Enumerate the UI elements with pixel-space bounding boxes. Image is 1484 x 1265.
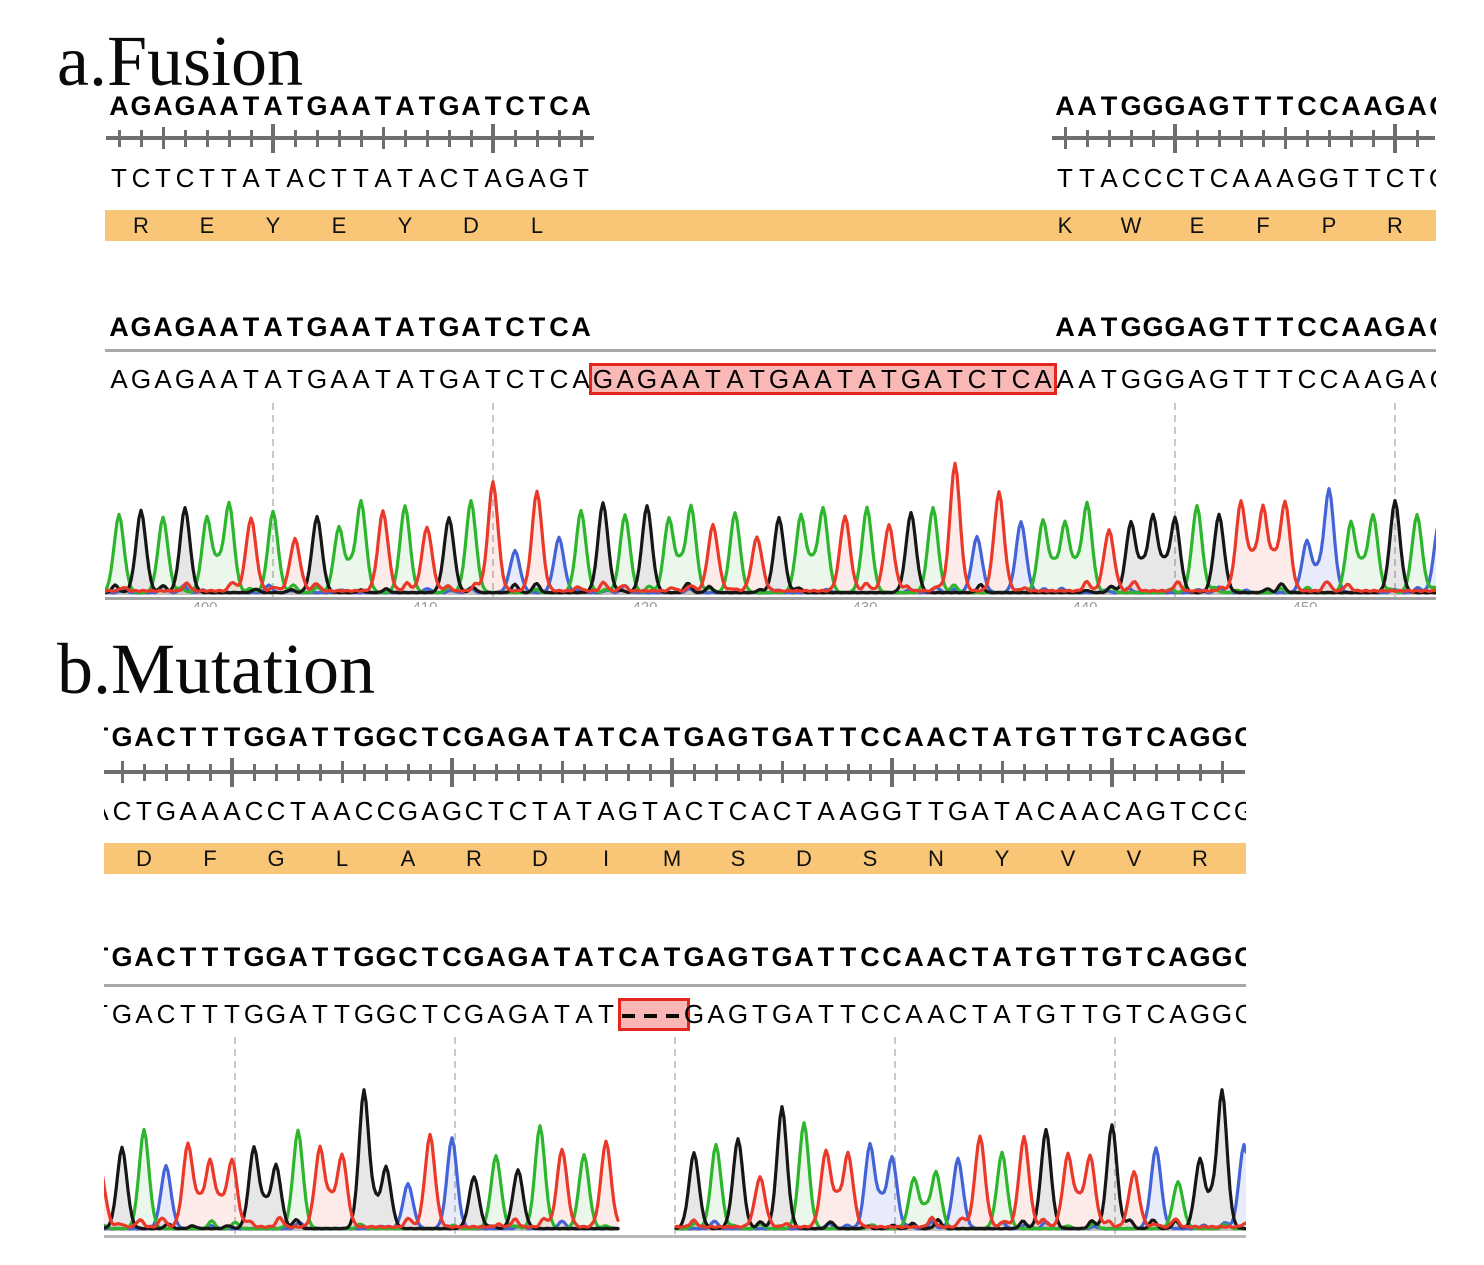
svg-text:440: 440 <box>1072 599 1097 607</box>
svg-text:450: 450 <box>1292 599 1317 607</box>
svg-text:400: 400 <box>192 599 217 607</box>
svg-text:430: 430 <box>852 599 877 607</box>
svg-text:420: 420 <box>632 599 657 607</box>
svg-text:410: 410 <box>412 599 437 607</box>
